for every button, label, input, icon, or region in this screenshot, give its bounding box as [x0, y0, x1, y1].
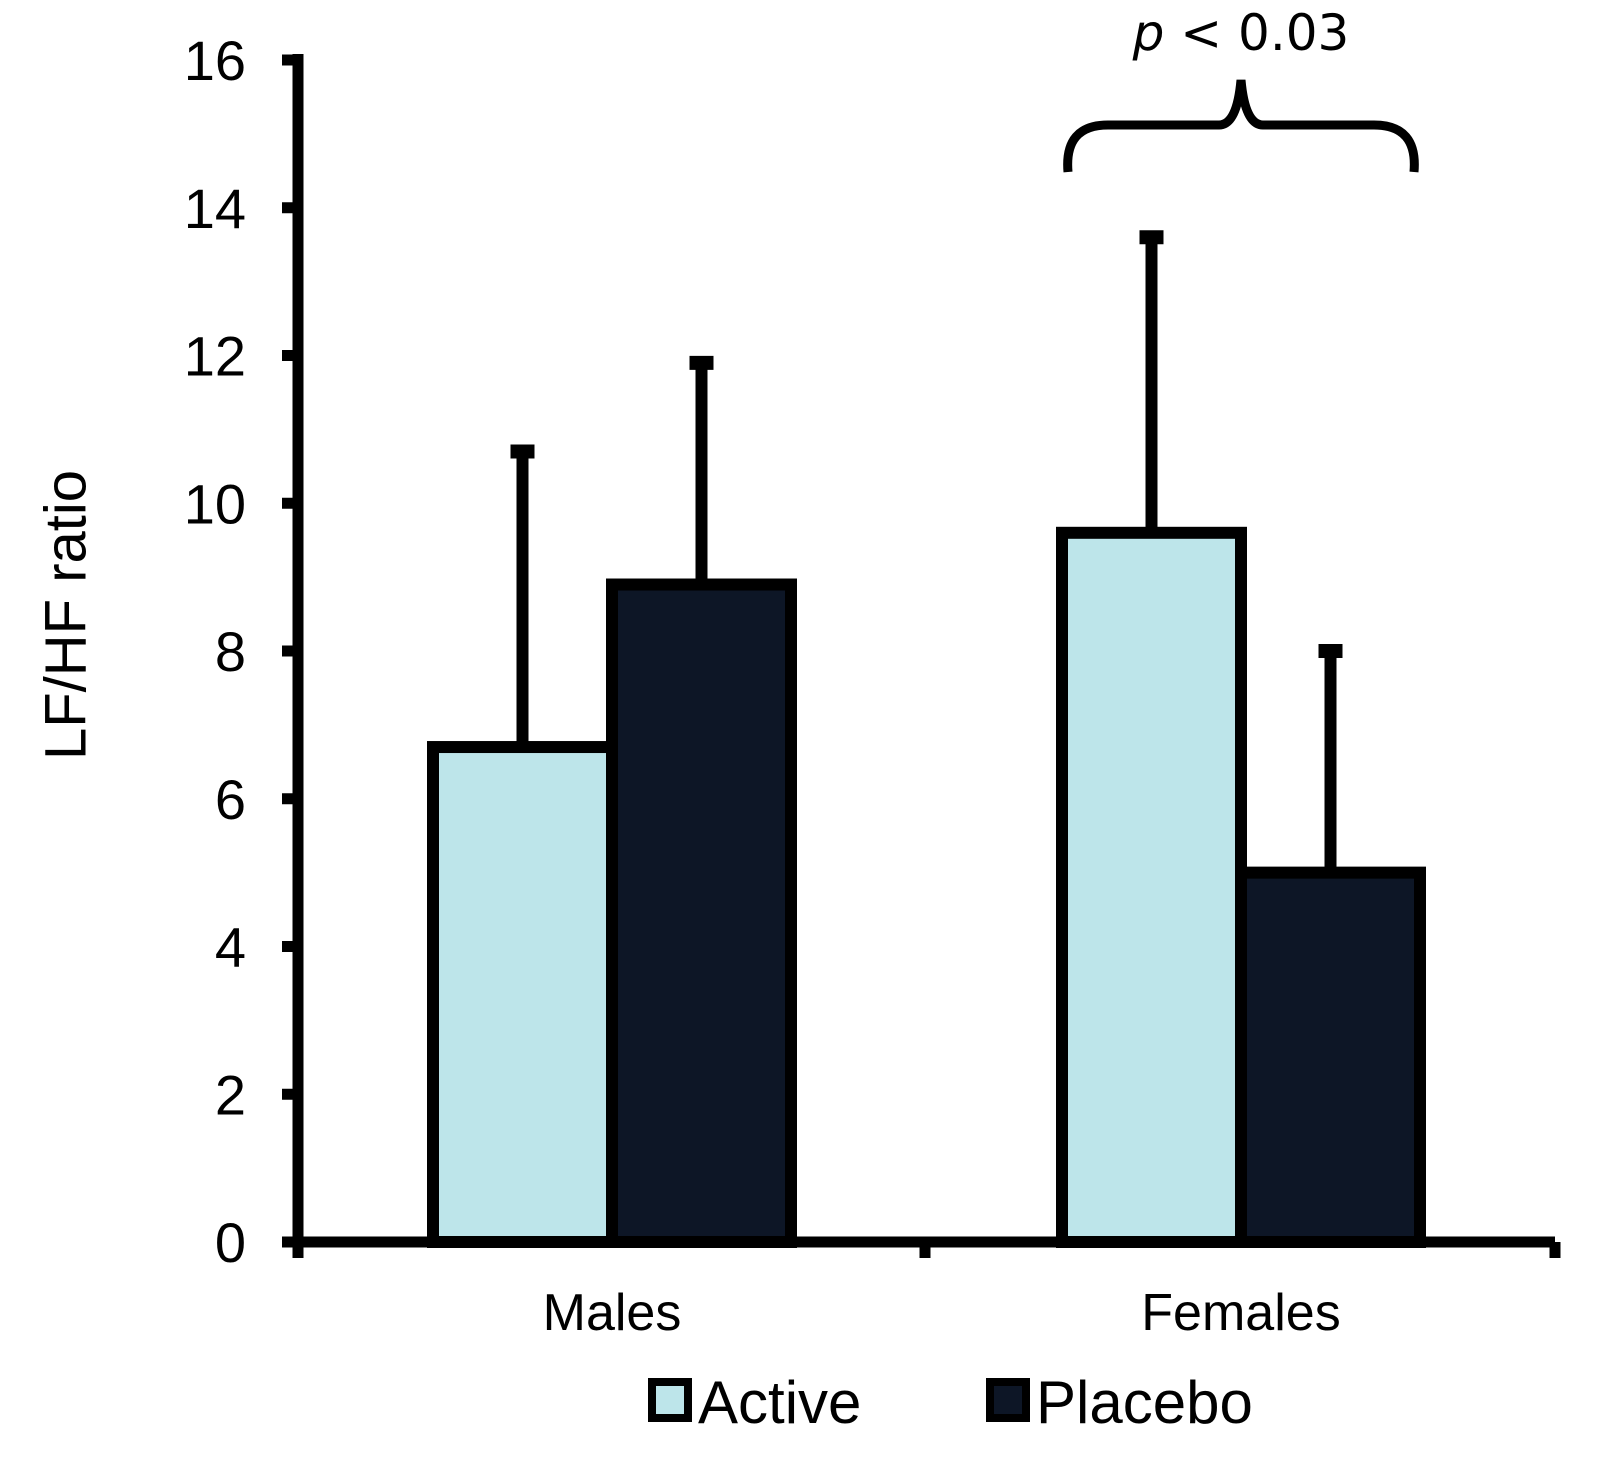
p-symbol: p — [1132, 4, 1165, 62]
y-tick-label-7: 14 — [184, 177, 246, 240]
legend-swatch-placebo — [986, 1378, 1030, 1422]
y-tick-label-6: 12 — [184, 325, 246, 388]
significance-brace — [1063, 79, 1419, 173]
y-ticks: 0 2 4 6 8 10 12 14 16 — [184, 29, 298, 1274]
y-axis-label: LF/HF ratio — [33, 470, 98, 760]
error-bars — [510, 230, 1343, 873]
legend-swatch-active — [648, 1378, 692, 1422]
y-tick-label-2: 4 — [215, 916, 246, 979]
legend-label-placebo: Placebo — [1036, 1369, 1253, 1436]
x-label-females: Females — [1141, 1284, 1340, 1342]
y-tick-label-5: 10 — [184, 472, 246, 535]
x-label-males: Males — [543, 1284, 682, 1342]
x-category-labels: Males Females — [543, 1284, 1341, 1342]
bar-placebo-males — [606, 578, 797, 1248]
significance-annotation: p < 0.03 — [1063, 4, 1419, 173]
y-tick-label-3: 6 — [215, 768, 246, 831]
bar-placebo-females — [1235, 866, 1426, 1248]
bars — [427, 526, 1426, 1248]
legend: Active Placebo — [648, 1369, 1253, 1436]
y-tick-label-8: 16 — [184, 29, 246, 92]
y-tick-label-4: 8 — [215, 620, 246, 683]
p-value-text: < 0.03 — [1164, 4, 1349, 62]
y-tick-label-0: 0 — [215, 1211, 246, 1274]
bar-active-males — [427, 741, 618, 1248]
legend-label-active: Active — [698, 1369, 861, 1436]
y-tick-label-1: 2 — [215, 1063, 246, 1126]
p-value-label: p < 0.03 — [1132, 4, 1350, 62]
bar-active-females — [1056, 526, 1247, 1248]
